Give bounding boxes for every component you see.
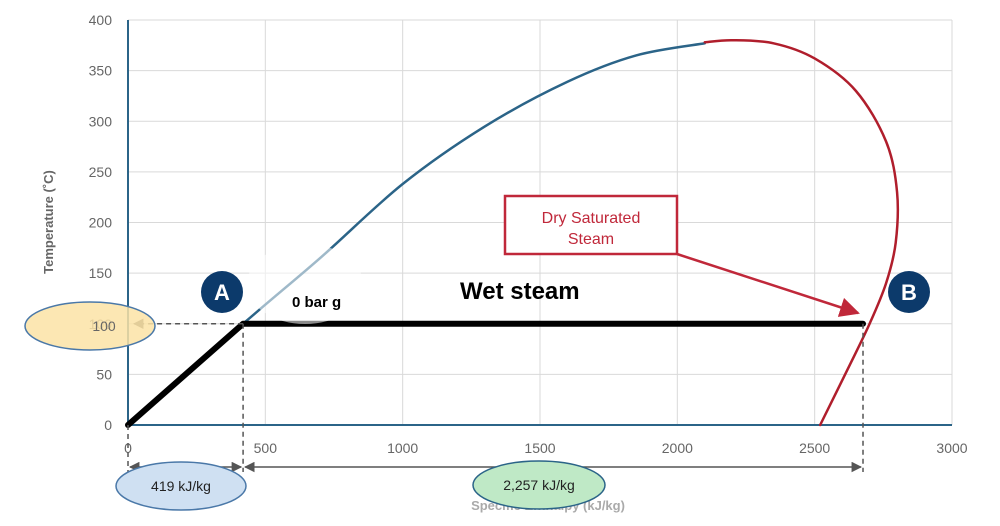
latent-heat-bubble-shape [472,460,606,510]
latent-heat-text: 2,257 kJ/kg [503,477,575,493]
x-tick-label: 3000 [936,440,967,456]
x-tick-label: 2500 [799,440,830,456]
x-tick-labels: 0 500 1000 1500 2000 2500 3000 [124,440,968,456]
label-fade-patch [247,244,363,324]
x-tick-label: 500 [254,440,278,456]
axes [127,20,952,426]
y-tick-label: 350 [89,63,113,79]
y-tick-label: 0 [104,417,112,433]
guide-lines [127,318,864,473]
wet-steam-label: Wet steam [460,278,580,305]
x-tick-label: 1000 [387,440,418,456]
point-a-label: A [214,280,230,305]
callout-line-1: Dry Saturated [542,210,641,227]
y-tick-label: 150 [89,265,113,281]
y-tick-label: 400 [89,12,113,28]
callout-box [503,194,679,256]
callout-arrow [676,252,860,317]
y-tick-label: 300 [89,113,113,129]
callout-line-2: Steam [568,231,614,248]
saturated-vapor-curve [703,38,900,427]
latent-heat-bubble: 2,257 kJ/kg [472,460,606,510]
point-a-circle [201,271,243,313]
y-tick-label: 250 [89,164,113,180]
point-b-marker: B [888,271,930,313]
temperature-bubble-text: 100 [92,318,116,334]
point-b-circle [888,271,930,313]
sensible-heat-text: 419 kJ/kg [151,478,211,494]
dry-saturated-callout: Dry Saturated Steam [503,194,860,317]
sensible-heat-bubble: 419 kJ/kg [115,461,247,511]
y-tick-label: 50 [96,366,112,382]
point-b-label: B [901,280,917,305]
y-tick-labels: 0 50 100 150 200 250 300 350 400 [89,12,113,433]
y-tick-label: 200 [89,215,113,231]
pressure-label: 0 bar g [292,294,341,311]
y-axis-title: Temperature (˚C) [41,170,56,274]
sensible-heat-bubble-shape [115,461,247,511]
temperature-bubble-shape [24,301,156,351]
x-tick-label: 2000 [662,440,693,456]
point-a-marker: A [201,271,243,313]
grid-lines [128,19,953,425]
temperature-bubble: 100 [24,301,156,351]
x-tick-label: 1500 [524,440,555,456]
